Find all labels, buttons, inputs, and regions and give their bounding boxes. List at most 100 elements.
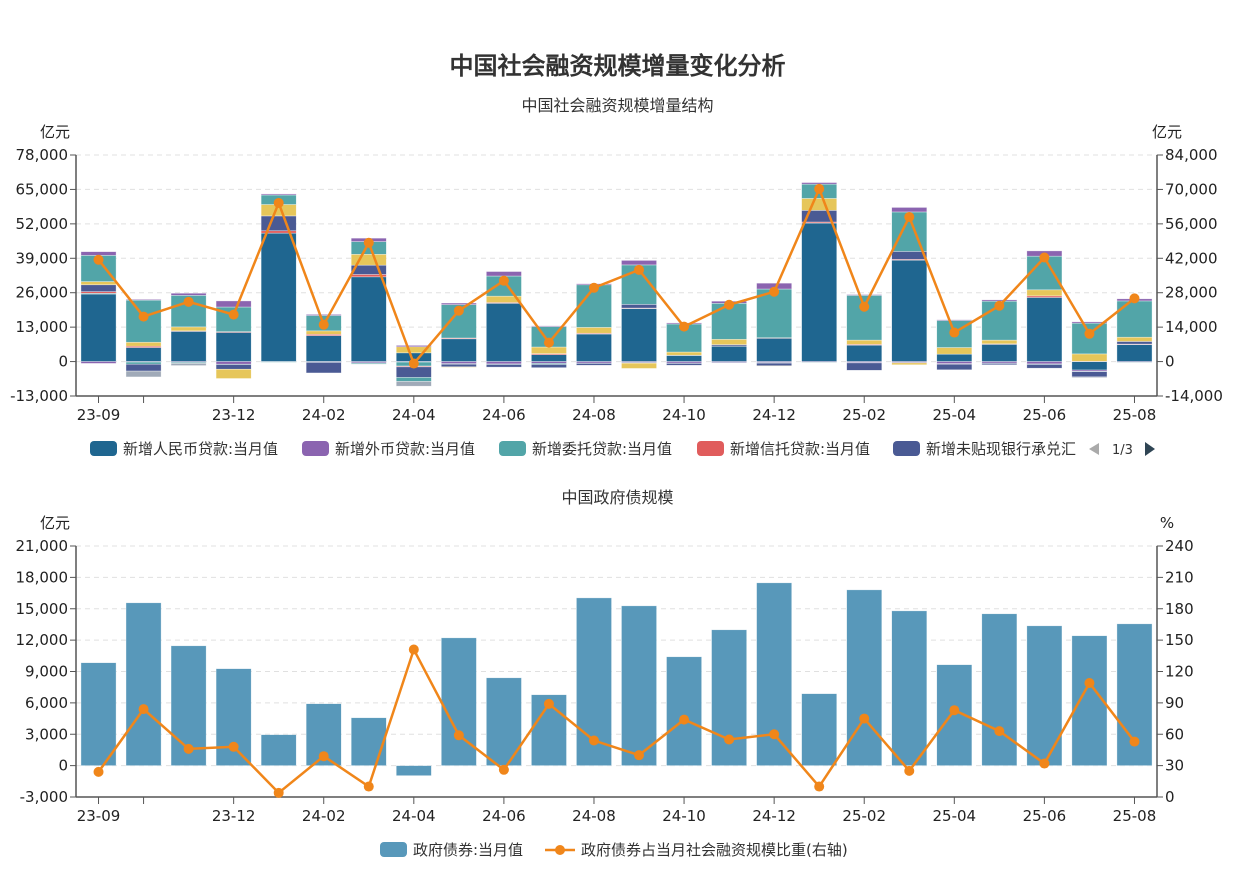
line-point[interactable]: [814, 183, 825, 194]
line-point[interactable]: [814, 781, 825, 792]
legend-label[interactable]: 新增外币贷款:当月值: [335, 440, 475, 458]
line-point[interactable]: [408, 644, 419, 655]
line-point[interactable]: [183, 296, 194, 307]
bar-segment[interactable]: [395, 381, 432, 387]
bar-segment[interactable]: [486, 364, 522, 368]
bar-segment[interactable]: [846, 294, 883, 296]
line-point[interactable]: [588, 735, 599, 746]
line-point[interactable]: [724, 734, 735, 745]
legend-item[interactable]: 新增未贴现银行承兑汇: [893, 440, 1076, 458]
legend-item[interactable]: 新增委托贷款:当月值: [499, 440, 672, 458]
line-point[interactable]: [1084, 328, 1095, 339]
legend-item[interactable]: 新增外币贷款:当月值: [302, 440, 475, 458]
bar-segment[interactable]: [981, 363, 1018, 366]
line-point[interactable]: [138, 704, 149, 715]
bar-segment[interactable]: [621, 304, 657, 309]
bar-segment[interactable]: [1026, 289, 1063, 297]
line-point[interactable]: [1039, 252, 1050, 263]
bar-segment[interactable]: [215, 364, 252, 370]
bar-segment[interactable]: [486, 303, 522, 362]
line-point[interactable]: [363, 781, 374, 792]
line-point[interactable]: [93, 254, 104, 265]
line-point[interactable]: [859, 713, 870, 724]
bar-segment[interactable]: [170, 326, 207, 332]
line-point[interactable]: [634, 750, 645, 761]
line-point[interactable]: [588, 282, 599, 293]
line-point[interactable]: [453, 730, 464, 741]
bar-segment[interactable]: [531, 354, 567, 362]
bar-segment[interactable]: [846, 362, 883, 371]
bar-segment[interactable]: [80, 662, 117, 766]
bar-segment[interactable]: [891, 610, 928, 766]
bar-segment[interactable]: [1071, 321, 1108, 324]
line-point[interactable]: [453, 305, 464, 316]
line-point[interactable]: [904, 211, 915, 222]
line-point[interactable]: [183, 743, 194, 754]
bar-segment[interactable]: [1026, 361, 1063, 365]
bar-segment[interactable]: [125, 363, 162, 372]
line-point[interactable]: [363, 237, 374, 248]
bar-segment[interactable]: [440, 637, 477, 766]
bar-segment[interactable]: [80, 293, 117, 362]
bar-segment[interactable]: [891, 251, 928, 260]
bar-segment[interactable]: [1116, 623, 1153, 766]
bar-segment[interactable]: [801, 222, 838, 362]
bar-segment[interactable]: [440, 302, 477, 305]
bar-segment[interactable]: [125, 361, 162, 365]
line-point[interactable]: [93, 766, 104, 777]
line-point[interactable]: [679, 321, 690, 332]
bar-segment[interactable]: [305, 362, 342, 374]
bar-segment[interactable]: [350, 276, 387, 362]
bar-segment[interactable]: [576, 327, 612, 334]
bar-segment[interactable]: [891, 207, 928, 213]
bar-segment[interactable]: [801, 693, 838, 766]
bar-segment[interactable]: [1071, 371, 1108, 378]
legend-item[interactable]: 政府债券占当月社会融资规模比重(右轴): [545, 841, 848, 859]
bar-segment[interactable]: [170, 363, 207, 366]
bar-segment[interactable]: [440, 361, 477, 364]
line-point[interactable]: [273, 197, 284, 208]
bar-segment[interactable]: [621, 308, 657, 362]
bar-segment[interactable]: [305, 335, 342, 362]
bar-segment[interactable]: [440, 366, 477, 368]
bar-segment[interactable]: [486, 271, 522, 277]
bar-segment[interactable]: [756, 288, 793, 339]
bar-segment[interactable]: [756, 362, 793, 367]
bar-segment[interactable]: [936, 319, 973, 321]
bar-segment[interactable]: [305, 330, 342, 335]
line-point[interactable]: [138, 311, 149, 322]
bar-segment[interactable]: [440, 338, 477, 362]
line-point[interactable]: [679, 714, 690, 725]
legend-label[interactable]: 新增人民币贷款:当月值: [123, 440, 278, 458]
bar-segment[interactable]: [1071, 635, 1108, 766]
bar-segment[interactable]: [80, 361, 117, 364]
bar-segment[interactable]: [936, 363, 973, 371]
line-point[interactable]: [769, 286, 780, 297]
legend-label[interactable]: 新增委托贷款:当月值: [532, 440, 672, 458]
line-point[interactable]: [1129, 293, 1140, 304]
bar-segment[interactable]: [891, 259, 928, 362]
bar-segment[interactable]: [1116, 336, 1153, 342]
bar-segment[interactable]: [846, 344, 883, 362]
line-point[interactable]: [949, 705, 960, 716]
bar-segment[interactable]: [621, 260, 657, 266]
line-point[interactable]: [769, 729, 780, 740]
line-point[interactable]: [228, 309, 239, 320]
bar-segment[interactable]: [395, 377, 432, 382]
bar-segment[interactable]: [666, 351, 702, 356]
bar-segment[interactable]: [215, 332, 252, 362]
line-point[interactable]: [498, 275, 509, 286]
line-point[interactable]: [904, 765, 915, 776]
line-point[interactable]: [949, 327, 960, 338]
bar-segment[interactable]: [936, 353, 973, 362]
bar-segment[interactable]: [1116, 300, 1153, 338]
bar-segment[interactable]: [576, 333, 612, 362]
bar-segment[interactable]: [170, 292, 207, 296]
bar-segment[interactable]: [260, 215, 297, 232]
bar-segment[interactable]: [1071, 361, 1108, 371]
legend-label[interactable]: 政府债券:当月值: [413, 841, 523, 859]
line-point[interactable]: [543, 698, 554, 709]
bar-segment[interactable]: [260, 734, 297, 766]
bar-segment[interactable]: [531, 364, 567, 368]
bar-segment[interactable]: [125, 341, 162, 347]
